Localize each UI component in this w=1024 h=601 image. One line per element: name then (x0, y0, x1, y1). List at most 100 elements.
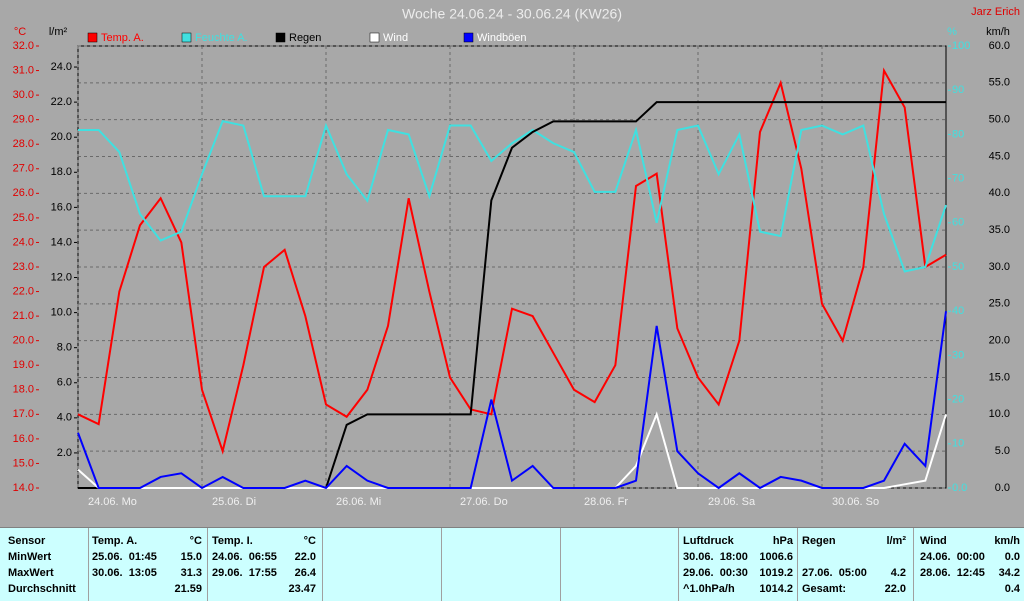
y3-tick-label: 16.0 (51, 201, 72, 213)
x-tick-label: 25.06. Di (212, 496, 256, 508)
y-tick-label: 31.0 (13, 64, 34, 76)
separator (207, 528, 208, 601)
cell-value: 1019.2 (759, 567, 793, 579)
section-unit: l/m² (886, 535, 906, 547)
chart-title: Woche 24.06.24 - 30.06.24 (KW26) (402, 6, 622, 22)
separator (678, 528, 679, 601)
cell-when: 29.06. 17:55 (212, 567, 277, 579)
y2-tick-label: 50.0 (989, 114, 1010, 126)
x-tick-label: 26.06. Mi (336, 496, 381, 508)
cell-value: 22.0 (884, 583, 906, 595)
y3-tick-label: 10.0 (51, 307, 72, 319)
y3-tick-label: 18.0 (51, 166, 72, 178)
y4-tick-label: 30 (952, 349, 964, 361)
y4-tick-label: 0.0 (952, 482, 967, 494)
cell-value: 0.0 (1004, 551, 1020, 563)
cell-value: 26.4 (294, 567, 316, 579)
y4-tick-label: 20 (952, 394, 964, 406)
cell-value: 22.0 (294, 551, 316, 563)
y-tick-label: 27.0 (13, 163, 34, 175)
separator (441, 528, 442, 601)
legend-swatch (463, 32, 474, 43)
legend-label: Feuchte A. (195, 32, 248, 44)
y-axis-unit: °C (14, 26, 26, 38)
y-tick-label: 24.0 (13, 236, 34, 248)
row-label: Sensor (8, 535, 46, 547)
section-title: Regen (802, 535, 836, 547)
cell-when: 24.06. 06:55 (212, 551, 277, 563)
y-tick-label: 26.0 (13, 187, 34, 199)
cell-value: 1006.6 (759, 551, 793, 563)
author: Jarz Erich (971, 6, 1020, 18)
y4-tick-label: 70 (952, 173, 964, 185)
y3-tick-label: 8.0 (57, 342, 72, 354)
section-unit: °C (303, 535, 316, 547)
cell-value: 31.3 (180, 567, 202, 579)
y4-tick-label: 80 (952, 128, 964, 140)
cell-value: 15.0 (180, 551, 202, 563)
legend-swatch (369, 32, 380, 43)
cell-value: 34.2 (998, 567, 1020, 579)
separator (560, 528, 561, 601)
section-unit: km/h (994, 535, 1020, 547)
legend-swatch (181, 32, 192, 43)
y4-tick-label: 90 (952, 84, 964, 96)
y2-tick-label: 55.0 (989, 77, 1010, 89)
y2-tick-label: 15.0 (989, 371, 1010, 383)
y2-axis-unit: km/h (986, 26, 1010, 38)
y-tick-label: 30.0 (13, 89, 34, 101)
y4-tick-label: 100 (952, 40, 970, 52)
y2-tick-label: 0.0 (995, 482, 1010, 494)
summary-table: Sensor MinWert MaxWert Durchschnitt Temp. A.… (0, 527, 1024, 601)
legend-label: Regen (289, 32, 321, 44)
cell-when: ^1.0hPa/h (683, 583, 735, 595)
y2-tick-label: 5.0 (995, 445, 1010, 457)
cell-when: 28.06. 12:45 (920, 567, 985, 579)
y4-tick-label: 40 (952, 305, 964, 317)
y-tick-label: 20.0 (13, 335, 34, 347)
x-tick-label: 27.06. Do (460, 496, 508, 508)
y3-tick-label: 12.0 (51, 271, 72, 283)
y2-tick-label: 45.0 (989, 150, 1010, 162)
y-tick-label: 15.0 (13, 457, 34, 469)
section-unit: hPa (772, 535, 793, 547)
y2-tick-label: 60.0 (989, 40, 1010, 52)
series-line (77, 311, 947, 490)
x-tick-label: 30.06. So (832, 496, 879, 508)
y-tick-label: 14.0 (13, 482, 34, 494)
y3-tick-label: 4.0 (57, 412, 72, 424)
cell-when: Gesamt: (802, 583, 847, 595)
section-title: Luftdruck (683, 535, 734, 547)
series-line (77, 411, 947, 489)
y2-tick-label: 30.0 (989, 261, 1010, 273)
y3-tick-label: 14.0 (51, 236, 72, 248)
y-tick-label: 23.0 (13, 261, 34, 273)
section-title: Temp. I. (212, 535, 253, 547)
y3-tick-label: 20.0 (51, 131, 72, 143)
separator (88, 528, 89, 601)
y2-tick-label: 20.0 (989, 335, 1010, 347)
y-tick-label: 25.0 (13, 212, 34, 224)
y-tick-label: 29.0 (13, 114, 34, 126)
row-label: Durchschnitt (8, 583, 76, 595)
y-tick-label: 17.0 (13, 408, 34, 420)
cell-when: 24.06. 00:00 (920, 551, 985, 563)
y4-axis-unit: % (947, 26, 957, 38)
y-tick-label: 19.0 (13, 359, 34, 371)
y2-tick-label: 35.0 (989, 224, 1010, 236)
legend-swatch (275, 32, 286, 43)
section-unit: °C (189, 535, 202, 547)
chart: Woche 24.06.24 - 30.06.24 (KW26) Jarz Er… (13, 6, 1020, 508)
cell-when: 30.06. 13:05 (92, 567, 157, 579)
y3-axis-unit: l/m² (49, 26, 68, 38)
y3-tick-label: 2.0 (57, 447, 72, 459)
y2-tick-label: 25.0 (989, 298, 1010, 310)
cell-when: 25.06. 01:45 (92, 551, 157, 563)
legend-label: Temp. A. (101, 32, 144, 44)
separator (797, 528, 798, 601)
row-label: MinWert (8, 551, 52, 563)
y2-tick-label: 10.0 (989, 408, 1010, 420)
cell-value: 23.47 (288, 583, 316, 595)
y3-tick-label: 24.0 (51, 61, 72, 73)
cell-value: 1014.2 (759, 583, 793, 595)
